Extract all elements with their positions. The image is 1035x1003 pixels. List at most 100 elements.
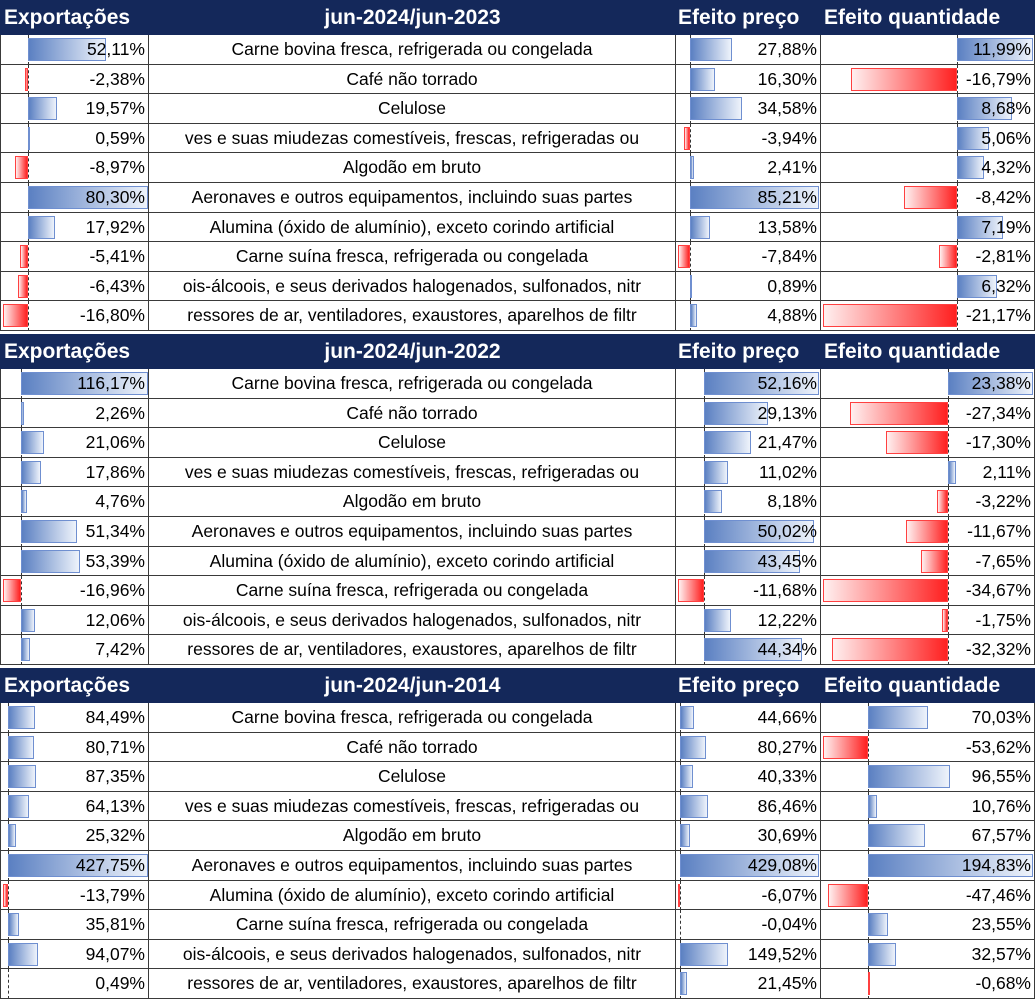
price-effect-cell[interactable]: 8,18% bbox=[676, 487, 821, 517]
quantity-effect-cell[interactable]: 8,68% bbox=[821, 94, 1035, 124]
price-effect-cell[interactable]: 21,45% bbox=[676, 969, 821, 999]
exports-cell[interactable]: 64,13% bbox=[0, 791, 149, 822]
price-effect-cell[interactable]: 52,16% bbox=[676, 369, 821, 399]
price-effect-cell[interactable]: 43,45% bbox=[676, 546, 821, 577]
exports-cell[interactable]: 53,39% bbox=[0, 546, 149, 577]
price-effect-cell[interactable]: 429,08% bbox=[676, 851, 821, 881]
quantity-effect-cell[interactable]: 194,83% bbox=[821, 851, 1035, 881]
exports-cell[interactable]: 87,35% bbox=[0, 762, 149, 792]
quantity-effect-cell[interactable]: -8,42% bbox=[821, 183, 1035, 213]
exports-cell[interactable]: -16,80% bbox=[0, 301, 149, 331]
exports-cell[interactable]: 0,49% bbox=[0, 969, 149, 999]
exports-cell[interactable]: 17,86% bbox=[0, 457, 149, 488]
quantity-effect-cell[interactable]: 2,11% bbox=[821, 457, 1035, 488]
quantity-effect-cell[interactable]: -7,65% bbox=[821, 546, 1035, 577]
quantity-effect-cell[interactable]: 4,32% bbox=[821, 153, 1035, 183]
product-cell[interactable]: Aeronaves e outros equipamentos, incluin… bbox=[149, 183, 676, 213]
product-cell[interactable]: Algodão em bruto bbox=[149, 821, 676, 851]
exports-cell[interactable]: -8,97% bbox=[0, 153, 149, 183]
quantity-effect-cell[interactable]: -3,22% bbox=[821, 487, 1035, 517]
product-cell[interactable]: ois-álcoois, e seus derivados halogenado… bbox=[149, 271, 676, 302]
quantity-effect-cell[interactable]: 7,19% bbox=[821, 212, 1035, 243]
quantity-effect-cell[interactable]: -1,75% bbox=[821, 605, 1035, 636]
quantity-effect-cell[interactable]: -27,34% bbox=[821, 398, 1035, 429]
exports-cell[interactable]: 2,26% bbox=[0, 398, 149, 429]
product-cell[interactable]: Carne suína fresca, refrigerada ou conge… bbox=[149, 576, 676, 606]
quantity-effect-cell[interactable]: 23,55% bbox=[821, 910, 1035, 940]
price-effect-cell[interactable]: 27,88% bbox=[676, 35, 821, 65]
exports-cell[interactable]: 7,42% bbox=[0, 635, 149, 665]
price-effect-cell[interactable]: -11,68% bbox=[676, 576, 821, 606]
price-effect-cell[interactable]: 30,69% bbox=[676, 821, 821, 851]
exports-cell[interactable]: 4,76% bbox=[0, 487, 149, 517]
product-cell[interactable]: Carne suína fresca, refrigerada ou conge… bbox=[149, 242, 676, 272]
exports-cell[interactable]: 427,75% bbox=[0, 851, 149, 881]
product-cell[interactable]: ressores de ar, ventiladores, exaustores… bbox=[149, 301, 676, 331]
product-cell[interactable]: ves e suas miudezas comestíveis, frescas… bbox=[149, 457, 676, 488]
quantity-effect-cell[interactable]: -2,81% bbox=[821, 242, 1035, 272]
product-cell[interactable]: ressores de ar, ventiladores, exaustores… bbox=[149, 635, 676, 665]
product-cell[interactable]: Celulose bbox=[149, 762, 676, 792]
exports-cell[interactable]: 84,49% bbox=[0, 703, 149, 733]
exports-cell[interactable]: 19,57% bbox=[0, 94, 149, 124]
product-cell[interactable]: Café não torrado bbox=[149, 64, 676, 95]
exports-cell[interactable]: 80,30% bbox=[0, 183, 149, 213]
price-effect-cell[interactable]: 40,33% bbox=[676, 762, 821, 792]
price-effect-cell[interactable]: -0,04% bbox=[676, 910, 821, 940]
price-effect-cell[interactable]: 13,58% bbox=[676, 212, 821, 243]
product-cell[interactable]: Carne bovina fresca, refrigerada ou cong… bbox=[149, 369, 676, 399]
exports-cell[interactable]: 116,17% bbox=[0, 369, 149, 399]
quantity-effect-cell[interactable]: -32,32% bbox=[821, 635, 1035, 665]
product-cell[interactable]: ois-álcoois, e seus derivados halogenado… bbox=[149, 605, 676, 636]
price-effect-cell[interactable]: 44,66% bbox=[676, 703, 821, 733]
price-effect-cell[interactable]: -7,84% bbox=[676, 242, 821, 272]
price-effect-cell[interactable]: 85,21% bbox=[676, 183, 821, 213]
quantity-effect-cell[interactable]: 70,03% bbox=[821, 703, 1035, 733]
product-cell[interactable]: ves e suas miudezas comestíveis, frescas… bbox=[149, 791, 676, 822]
quantity-effect-cell[interactable]: -11,67% bbox=[821, 517, 1035, 547]
price-effect-cell[interactable]: 34,58% bbox=[676, 94, 821, 124]
product-cell[interactable]: Celulose bbox=[149, 428, 676, 458]
price-effect-cell[interactable]: -3,94% bbox=[676, 123, 821, 154]
quantity-effect-cell[interactable]: 6,32% bbox=[821, 271, 1035, 302]
exports-cell[interactable]: -16,96% bbox=[0, 576, 149, 606]
price-effect-cell[interactable]: 12,22% bbox=[676, 605, 821, 636]
exports-cell[interactable]: -2,38% bbox=[0, 64, 149, 95]
price-effect-cell[interactable]: 0,89% bbox=[676, 271, 821, 302]
product-cell[interactable]: Carne bovina fresca, refrigerada ou cong… bbox=[149, 35, 676, 65]
quantity-effect-cell[interactable]: -16,79% bbox=[821, 64, 1035, 95]
product-cell[interactable]: Algodão em bruto bbox=[149, 487, 676, 517]
exports-cell[interactable]: 21,06% bbox=[0, 428, 149, 458]
exports-cell[interactable]: 17,92% bbox=[0, 212, 149, 243]
price-effect-cell[interactable]: 2,41% bbox=[676, 153, 821, 183]
product-cell[interactable]: Algodão em bruto bbox=[149, 153, 676, 183]
price-effect-cell[interactable]: 86,46% bbox=[676, 791, 821, 822]
product-cell[interactable]: Alumina (óxido de alumínio), exceto cori… bbox=[149, 880, 676, 911]
quantity-effect-cell[interactable]: 32,57% bbox=[821, 939, 1035, 970]
exports-cell[interactable]: 0,59% bbox=[0, 123, 149, 154]
product-cell[interactable]: Celulose bbox=[149, 94, 676, 124]
exports-cell[interactable]: 12,06% bbox=[0, 605, 149, 636]
product-cell[interactable]: Aeronaves e outros equipamentos, incluin… bbox=[149, 517, 676, 547]
quantity-effect-cell[interactable]: -0,68% bbox=[821, 969, 1035, 999]
price-effect-cell[interactable]: -6,07% bbox=[676, 880, 821, 911]
quantity-effect-cell[interactable]: -17,30% bbox=[821, 428, 1035, 458]
exports-cell[interactable]: -13,79% bbox=[0, 880, 149, 911]
exports-cell[interactable]: 51,34% bbox=[0, 517, 149, 547]
exports-cell[interactable]: 94,07% bbox=[0, 939, 149, 970]
product-cell[interactable]: ves e suas miudezas comestíveis, frescas… bbox=[149, 123, 676, 154]
quantity-effect-cell[interactable]: 67,57% bbox=[821, 821, 1035, 851]
quantity-effect-cell[interactable]: 5,06% bbox=[821, 123, 1035, 154]
product-cell[interactable]: Café não torrado bbox=[149, 398, 676, 429]
exports-cell[interactable]: 25,32% bbox=[0, 821, 149, 851]
price-effect-cell[interactable]: 29,13% bbox=[676, 398, 821, 429]
price-effect-cell[interactable]: 16,30% bbox=[676, 64, 821, 95]
exports-cell[interactable]: -5,41% bbox=[0, 242, 149, 272]
product-cell[interactable]: Carne suína fresca, refrigerada ou conge… bbox=[149, 910, 676, 940]
price-effect-cell[interactable]: 50,02% bbox=[676, 517, 821, 547]
product-cell[interactable]: Café não torrado bbox=[149, 732, 676, 763]
product-cell[interactable]: ressores de ar, ventiladores, exaustores… bbox=[149, 969, 676, 999]
price-effect-cell[interactable]: 44,34% bbox=[676, 635, 821, 665]
price-effect-cell[interactable]: 4,88% bbox=[676, 301, 821, 331]
exports-cell[interactable]: 52,11% bbox=[0, 35, 149, 65]
